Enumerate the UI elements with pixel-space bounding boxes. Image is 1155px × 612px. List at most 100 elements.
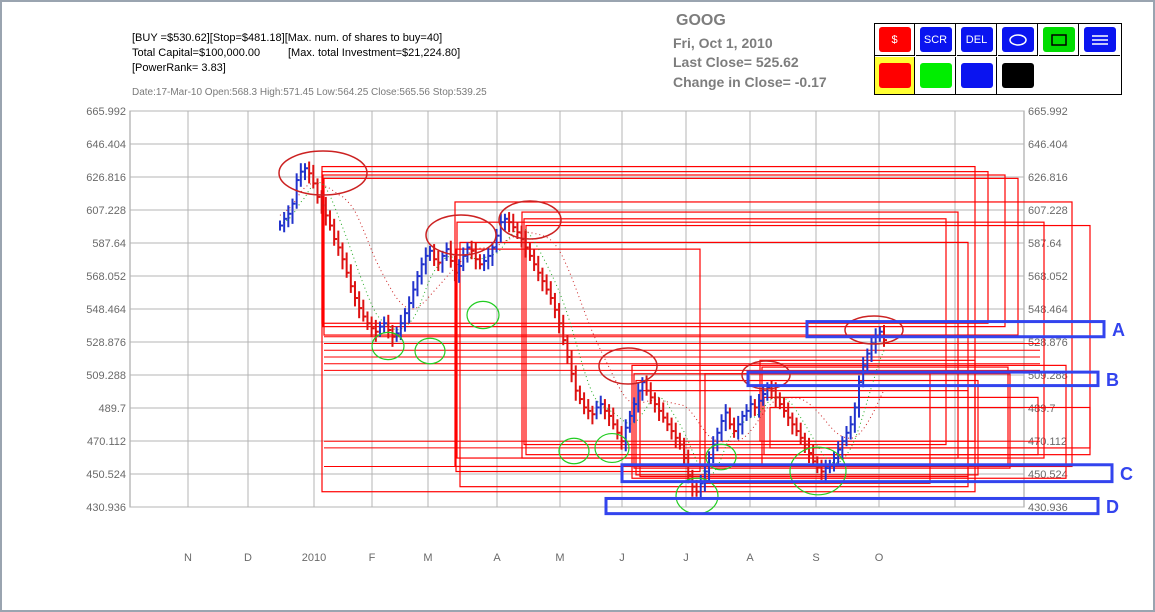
screen-button[interactable]: SCR	[916, 24, 956, 56]
x-tick-label: M	[555, 552, 564, 564]
delete-icon: DEL	[960, 27, 993, 52]
color-swatch-red[interactable]	[875, 57, 915, 94]
trade-box	[322, 174, 1006, 328]
green-swatch-icon	[919, 63, 952, 88]
trade-box	[523, 218, 947, 446]
x-tick-label: O	[875, 552, 884, 564]
trade-box	[323, 177, 1019, 336]
y-tick-label: 665.992	[1028, 106, 1068, 118]
x-tick-label: 2010	[302, 552, 326, 564]
y-tick-label: 528.876	[86, 337, 126, 349]
y-tick-label: 548.464	[1028, 304, 1068, 316]
y-axis-left: 665.992 646.404 626.816 607.228 587.64 568.05…	[86, 106, 126, 514]
y-tick-label: 430.936	[1028, 502, 1068, 514]
zone-box	[746, 370, 1100, 388]
trough-circle	[371, 331, 405, 361]
peak-circle	[844, 315, 904, 345]
buy-info: [BUY =$530.62][Stop=$481.18][Max. num. o…	[132, 32, 443, 44]
trade-box	[459, 241, 969, 488]
dollar-button[interactable]: $	[875, 24, 915, 56]
zone-label: A	[1112, 320, 1125, 340]
y-tick-label: 430.936	[86, 502, 126, 514]
x-tick-label: M	[423, 552, 432, 564]
zone-box	[620, 463, 1114, 484]
lines-icon	[1084, 27, 1116, 52]
y-tick-label: 528.876	[1028, 337, 1068, 349]
zone-label: D	[1106, 497, 1119, 517]
color-swatch-black[interactable]	[998, 57, 1121, 94]
x-tick-label: J	[619, 552, 625, 564]
y-tick-label: 450.524	[1028, 469, 1068, 481]
y-tick-label: 607.228	[86, 205, 126, 217]
y-tick-label: 568.052	[86, 271, 126, 283]
change-in-close: Change in Close= -0.17	[673, 74, 827, 90]
bar-info-readout: Date:17-Mar-10 Open:568.3 High:571.45 Lo…	[132, 87, 487, 98]
trough-circle	[414, 337, 446, 365]
y-tick-label: 646.404	[86, 139, 126, 151]
y-tick-label: 568.052	[1028, 271, 1068, 283]
screen-icon: SCR	[919, 27, 952, 52]
zone-label: C	[1120, 464, 1133, 484]
zone-box	[604, 496, 1100, 516]
zone-box	[805, 320, 1106, 339]
draw-rectangle-button[interactable]	[1039, 24, 1079, 56]
trough-circle	[705, 443, 737, 471]
trade-box	[704, 373, 931, 484]
y-tick-label: 607.228	[1028, 205, 1068, 217]
drawing-toolbar: $ SCR DEL	[874, 23, 1122, 95]
trade-box	[321, 171, 989, 324]
x-axis: N D 2010 F M A M J J A S O	[184, 552, 884, 564]
x-tick-label: F	[369, 552, 376, 564]
draw-lines-button[interactable]	[1080, 24, 1120, 56]
total-capital: Total Capital=$100,000.00	[132, 47, 261, 59]
trade-box	[631, 364, 1067, 479]
x-tick-label: A	[493, 552, 501, 564]
ellipse-icon	[1001, 27, 1034, 52]
trade-box	[635, 379, 979, 476]
x-tick-label: D	[244, 552, 252, 564]
color-swatch-green[interactable]	[916, 57, 956, 94]
y-tick-label: 509.288	[86, 370, 126, 382]
max-investment: [Max. total Investment=$21,224.80]	[288, 47, 461, 59]
ticker-symbol: GOOG	[676, 12, 726, 29]
red-swatch-icon	[878, 63, 911, 88]
delete-button[interactable]: DEL	[957, 24, 997, 56]
y-tick-label: 587.64	[1028, 238, 1062, 250]
peak-circle	[278, 150, 368, 196]
rectangle-icon	[1042, 27, 1075, 52]
last-close: Last Close= 525.62	[673, 54, 799, 70]
trade-box	[455, 248, 701, 473]
x-tick-label: J	[683, 552, 689, 564]
price-bars	[279, 161, 887, 499]
y-tick-label: 626.816	[1028, 172, 1068, 184]
peak-circle	[498, 200, 562, 240]
trade-box	[321, 165, 976, 493]
zone-label: B	[1106, 370, 1119, 390]
draw-ellipse-button[interactable]	[998, 24, 1038, 56]
y-tick-label: 626.816	[86, 172, 126, 184]
y-tick-label: 489.7	[98, 403, 126, 415]
peak-circle	[425, 214, 497, 256]
trough-circle	[466, 300, 500, 330]
y-tick-label: 450.524	[86, 469, 126, 481]
y-axis-right: 665.992 646.404 626.816 607.228 587.64 568.05…	[1028, 106, 1068, 514]
trough-circle	[594, 432, 630, 464]
trough-circle	[558, 437, 590, 465]
color-swatch-blue[interactable]	[957, 57, 997, 94]
x-tick-label: N	[184, 552, 192, 564]
blue-swatch-icon	[960, 63, 993, 88]
y-tick-label: 470.112	[1028, 436, 1067, 448]
trade-box	[763, 396, 1039, 456]
powerrank: [PowerRank= 3.83]	[132, 62, 226, 74]
y-tick-label: 548.464	[86, 304, 126, 316]
y-tick-label: 587.64	[92, 238, 126, 250]
pattern-circles	[278, 150, 904, 515]
x-tick-label: S	[812, 552, 819, 564]
dollar-icon: $	[878, 27, 911, 52]
y-tick-label: 665.992	[86, 106, 126, 118]
peak-circle	[598, 347, 658, 385]
black-swatch-icon	[1002, 63, 1034, 88]
y-tick-label: 470.112	[87, 436, 126, 448]
peak-circle	[741, 360, 791, 390]
